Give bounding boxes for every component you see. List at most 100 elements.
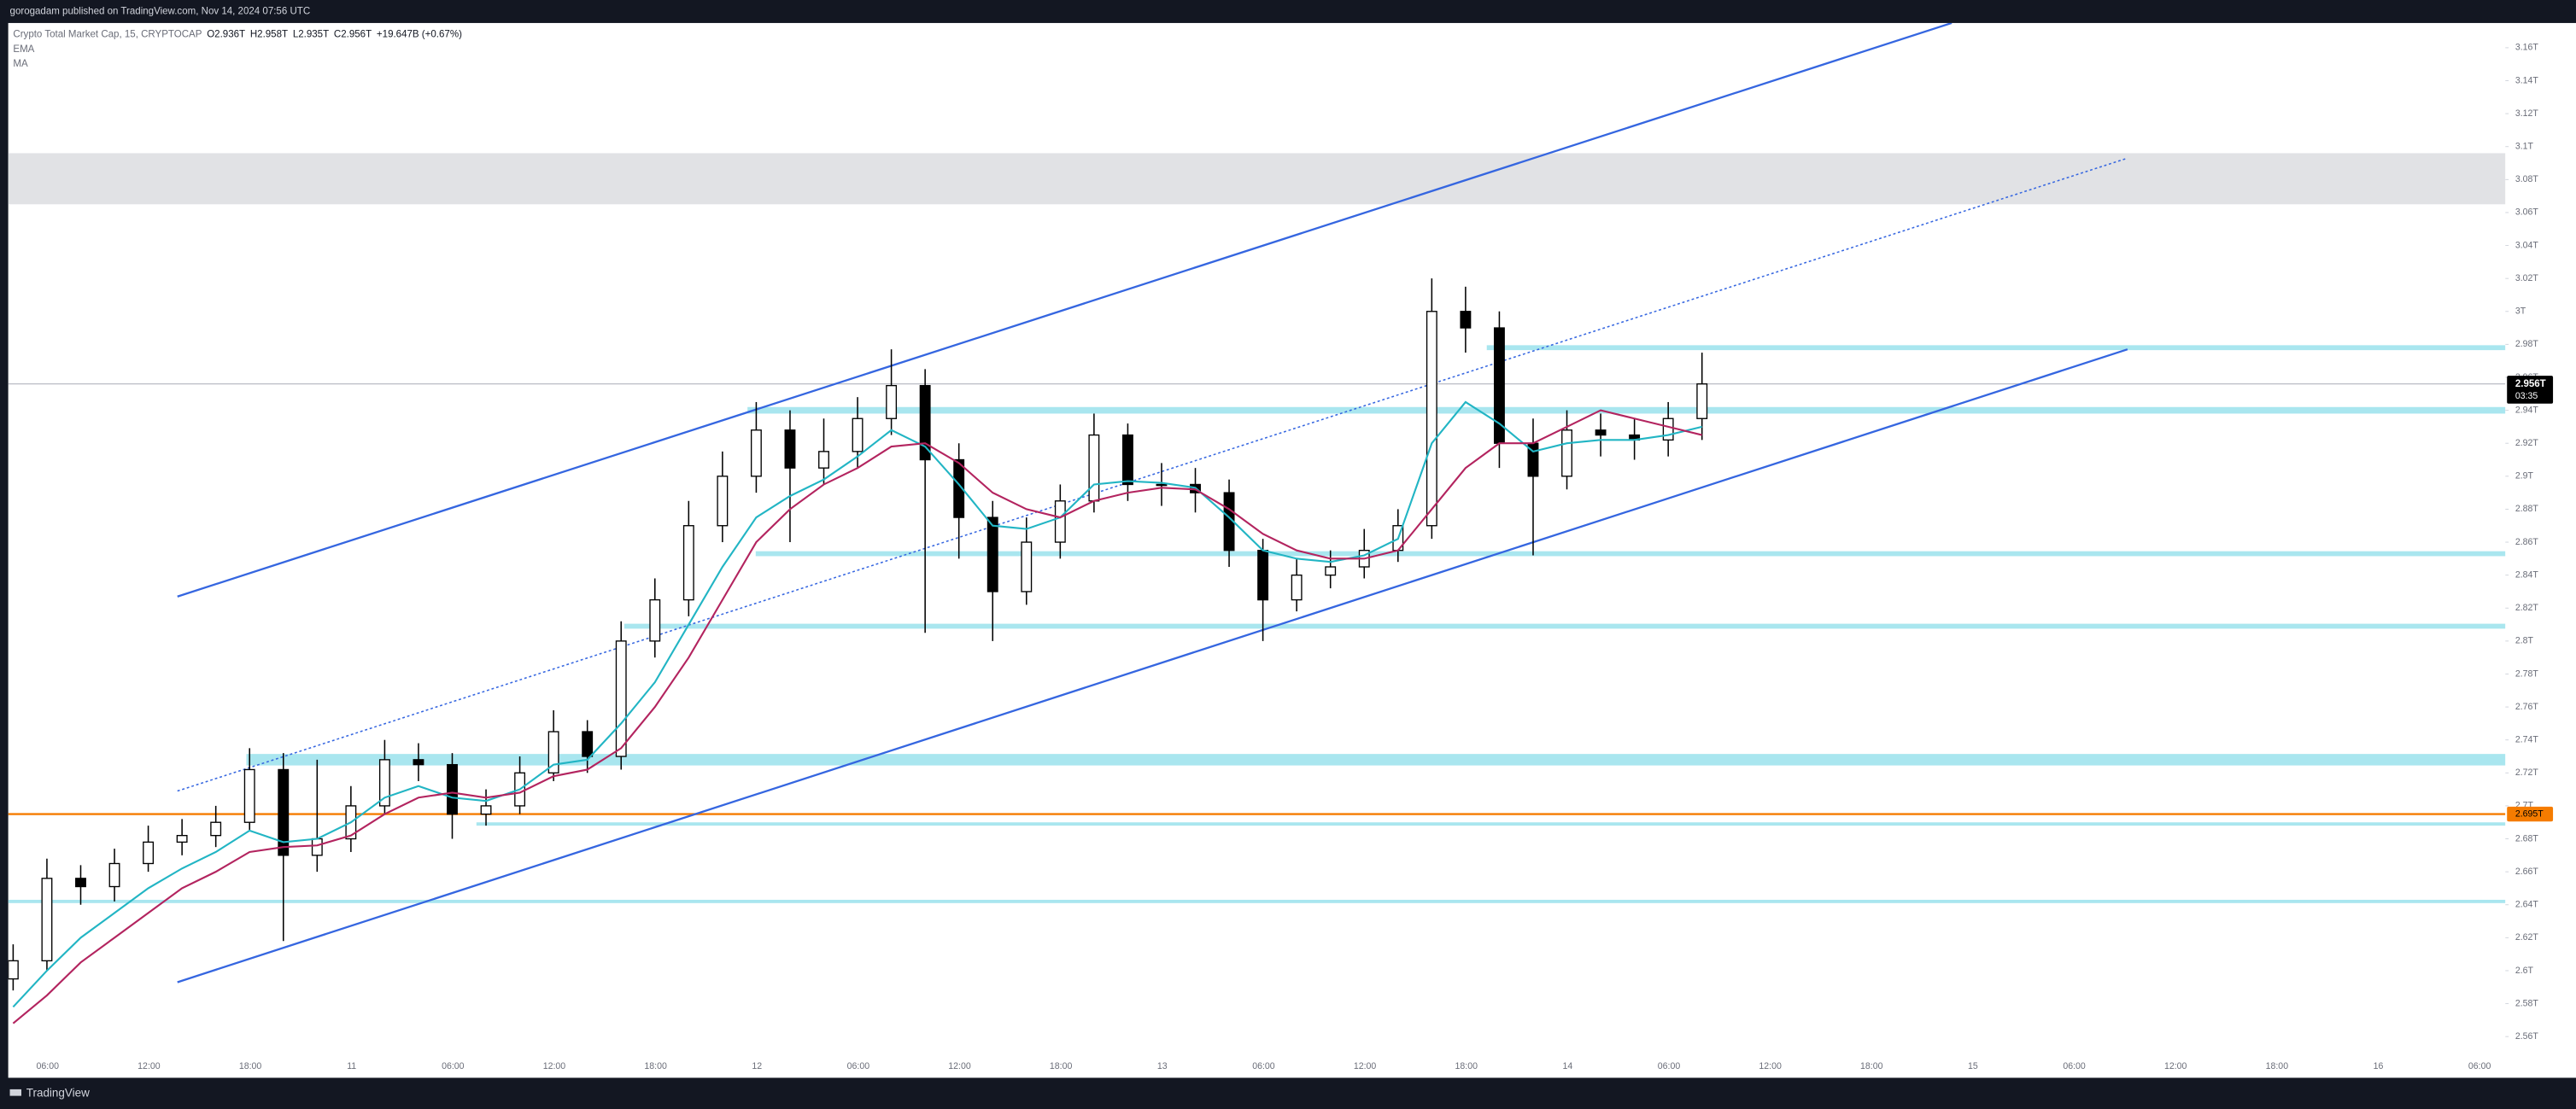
horizontal-line-label: 2.695T bbox=[2515, 808, 2544, 819]
level-band bbox=[755, 551, 2506, 557]
ohlc-value: H2.958T bbox=[250, 29, 288, 39]
overlay: 2.56T2.58T2.6T2.62T2.64T2.66T2.68T2.7T2.… bbox=[13, 29, 2554, 1071]
candle-body bbox=[75, 878, 86, 888]
y-tick-label: 2.78T bbox=[2515, 668, 2539, 679]
publisher: gorogadam published on TradingView.com, … bbox=[10, 7, 311, 17]
x-tick-label: 12:00 bbox=[2164, 1061, 2187, 1071]
level-band bbox=[1486, 345, 2506, 351]
y-tick-label: 3T bbox=[2515, 306, 2526, 317]
plot bbox=[8, 22, 2506, 1024]
x-tick-label: 06:00 bbox=[847, 1061, 870, 1071]
y-tick-label: 2.56T bbox=[2515, 1031, 2539, 1042]
x-tick-label: 06:00 bbox=[37, 1061, 60, 1071]
logo bbox=[9, 1089, 22, 1096]
y-tick-label: 2.62T bbox=[2515, 932, 2539, 943]
brand: TradingView bbox=[26, 1086, 90, 1099]
y-tick-label: 2.98T bbox=[2515, 339, 2539, 349]
candle-body bbox=[480, 805, 492, 815]
x-tick-label: 18:00 bbox=[1455, 1061, 1478, 1071]
y-tick-label: 3.16T bbox=[2515, 43, 2539, 53]
candle-body bbox=[1088, 434, 1100, 502]
y-tick-label: 2.58T bbox=[2515, 998, 2539, 1008]
x-tick-label: 12:00 bbox=[1759, 1061, 1782, 1071]
candle-body bbox=[1156, 483, 1168, 487]
x-tick-label: 12:00 bbox=[1354, 1061, 1377, 1071]
symbol: Crypto Total Market Cap, 15, CRYPTOCAP bbox=[13, 29, 202, 39]
candle-body bbox=[378, 759, 390, 807]
candle-body bbox=[447, 763, 458, 815]
y-tick-label: 2.68T bbox=[2515, 833, 2539, 843]
candle-body bbox=[1662, 417, 1674, 441]
candle-body bbox=[953, 458, 965, 518]
candle-body bbox=[547, 731, 559, 773]
y-tick-label: 2.94T bbox=[2515, 405, 2539, 415]
trend-line bbox=[177, 22, 1952, 598]
last-price-tag bbox=[2507, 376, 2554, 404]
candle-body bbox=[649, 598, 661, 642]
last-price-label: 2.956T bbox=[2515, 379, 2546, 389]
x-tick-label: 06:00 bbox=[2468, 1061, 2491, 1071]
x-tick-label: 06:00 bbox=[2063, 1061, 2086, 1071]
countdown: 03:35 bbox=[2515, 391, 2538, 401]
y-tick-label: 3.14T bbox=[2515, 75, 2539, 85]
candle-body bbox=[1291, 574, 1303, 601]
y-tick-label: 2.84T bbox=[2515, 569, 2539, 580]
candle-body bbox=[1325, 566, 1337, 576]
y-tick-label: 2.64T bbox=[2515, 900, 2539, 910]
y-tick-label: 2.9T bbox=[2515, 471, 2534, 482]
candle-body bbox=[1426, 311, 1437, 527]
y-tick-label: 2.74T bbox=[2515, 734, 2539, 744]
x-tick-label: 06:00 bbox=[1658, 1061, 1681, 1071]
candle-body bbox=[1595, 429, 1607, 436]
y-tick-label: 2.76T bbox=[2515, 702, 2539, 712]
candle-body bbox=[243, 768, 255, 823]
x-tick-label: 06:00 bbox=[1252, 1061, 1275, 1071]
x-tick-label: 12:00 bbox=[138, 1061, 161, 1071]
candle-body bbox=[108, 862, 120, 888]
x-tick-label: 14 bbox=[1562, 1061, 1572, 1071]
candle-body bbox=[1460, 311, 1472, 329]
candle-body bbox=[750, 429, 762, 477]
x-tick-label: 12:00 bbox=[948, 1061, 971, 1071]
level-band bbox=[8, 899, 2506, 903]
candle-body bbox=[1257, 550, 1269, 601]
candle-body bbox=[886, 384, 898, 419]
trend-line bbox=[177, 157, 2128, 792]
y-tick-label: 2.6T bbox=[2515, 966, 2534, 976]
y-tick-label: 3.02T bbox=[2515, 273, 2539, 283]
candle-body bbox=[278, 768, 290, 856]
x-tick-label: 13 bbox=[1157, 1061, 1168, 1071]
x-tick-label: 12:00 bbox=[543, 1061, 566, 1071]
candle-body bbox=[1696, 383, 1708, 419]
indicator-line bbox=[12, 409, 1702, 1024]
candle-body bbox=[582, 731, 594, 757]
zone bbox=[8, 153, 2506, 205]
candle-body bbox=[41, 878, 53, 962]
y-tick-label: 3.04T bbox=[2515, 240, 2539, 250]
candle-body bbox=[1561, 429, 1572, 477]
candle-body bbox=[311, 838, 323, 856]
y-tick-label: 2.66T bbox=[2515, 867, 2539, 877]
legend-entry: MA bbox=[13, 59, 28, 69]
ohlc-value: L2.935T bbox=[293, 29, 329, 39]
candle-body bbox=[176, 834, 188, 843]
candle-body bbox=[682, 525, 694, 601]
legend-entry: EMA bbox=[13, 44, 34, 55]
y-tick-label: 2.92T bbox=[2515, 438, 2539, 448]
y-tick-label: 3.08T bbox=[2515, 174, 2539, 184]
x-tick-label: 11 bbox=[347, 1061, 356, 1071]
x-tick-label: 18:00 bbox=[1860, 1061, 1883, 1071]
candle-body bbox=[210, 821, 222, 837]
ohlc-value: C2.956T bbox=[334, 29, 372, 39]
y-tick-label: 3.12T bbox=[2515, 108, 2539, 119]
y-tick-label: 3.06T bbox=[2515, 207, 2539, 218]
level-band bbox=[747, 406, 2506, 414]
y-tick-label: 3.1T bbox=[2515, 142, 2534, 152]
y-tick-label: 2.86T bbox=[2515, 537, 2539, 547]
candle-body bbox=[1054, 500, 1066, 543]
x-tick-label: 12 bbox=[752, 1061, 762, 1071]
candle-body bbox=[986, 517, 998, 592]
candle-body bbox=[1121, 434, 1133, 486]
x-tick-label: 18:00 bbox=[1050, 1061, 1073, 1071]
